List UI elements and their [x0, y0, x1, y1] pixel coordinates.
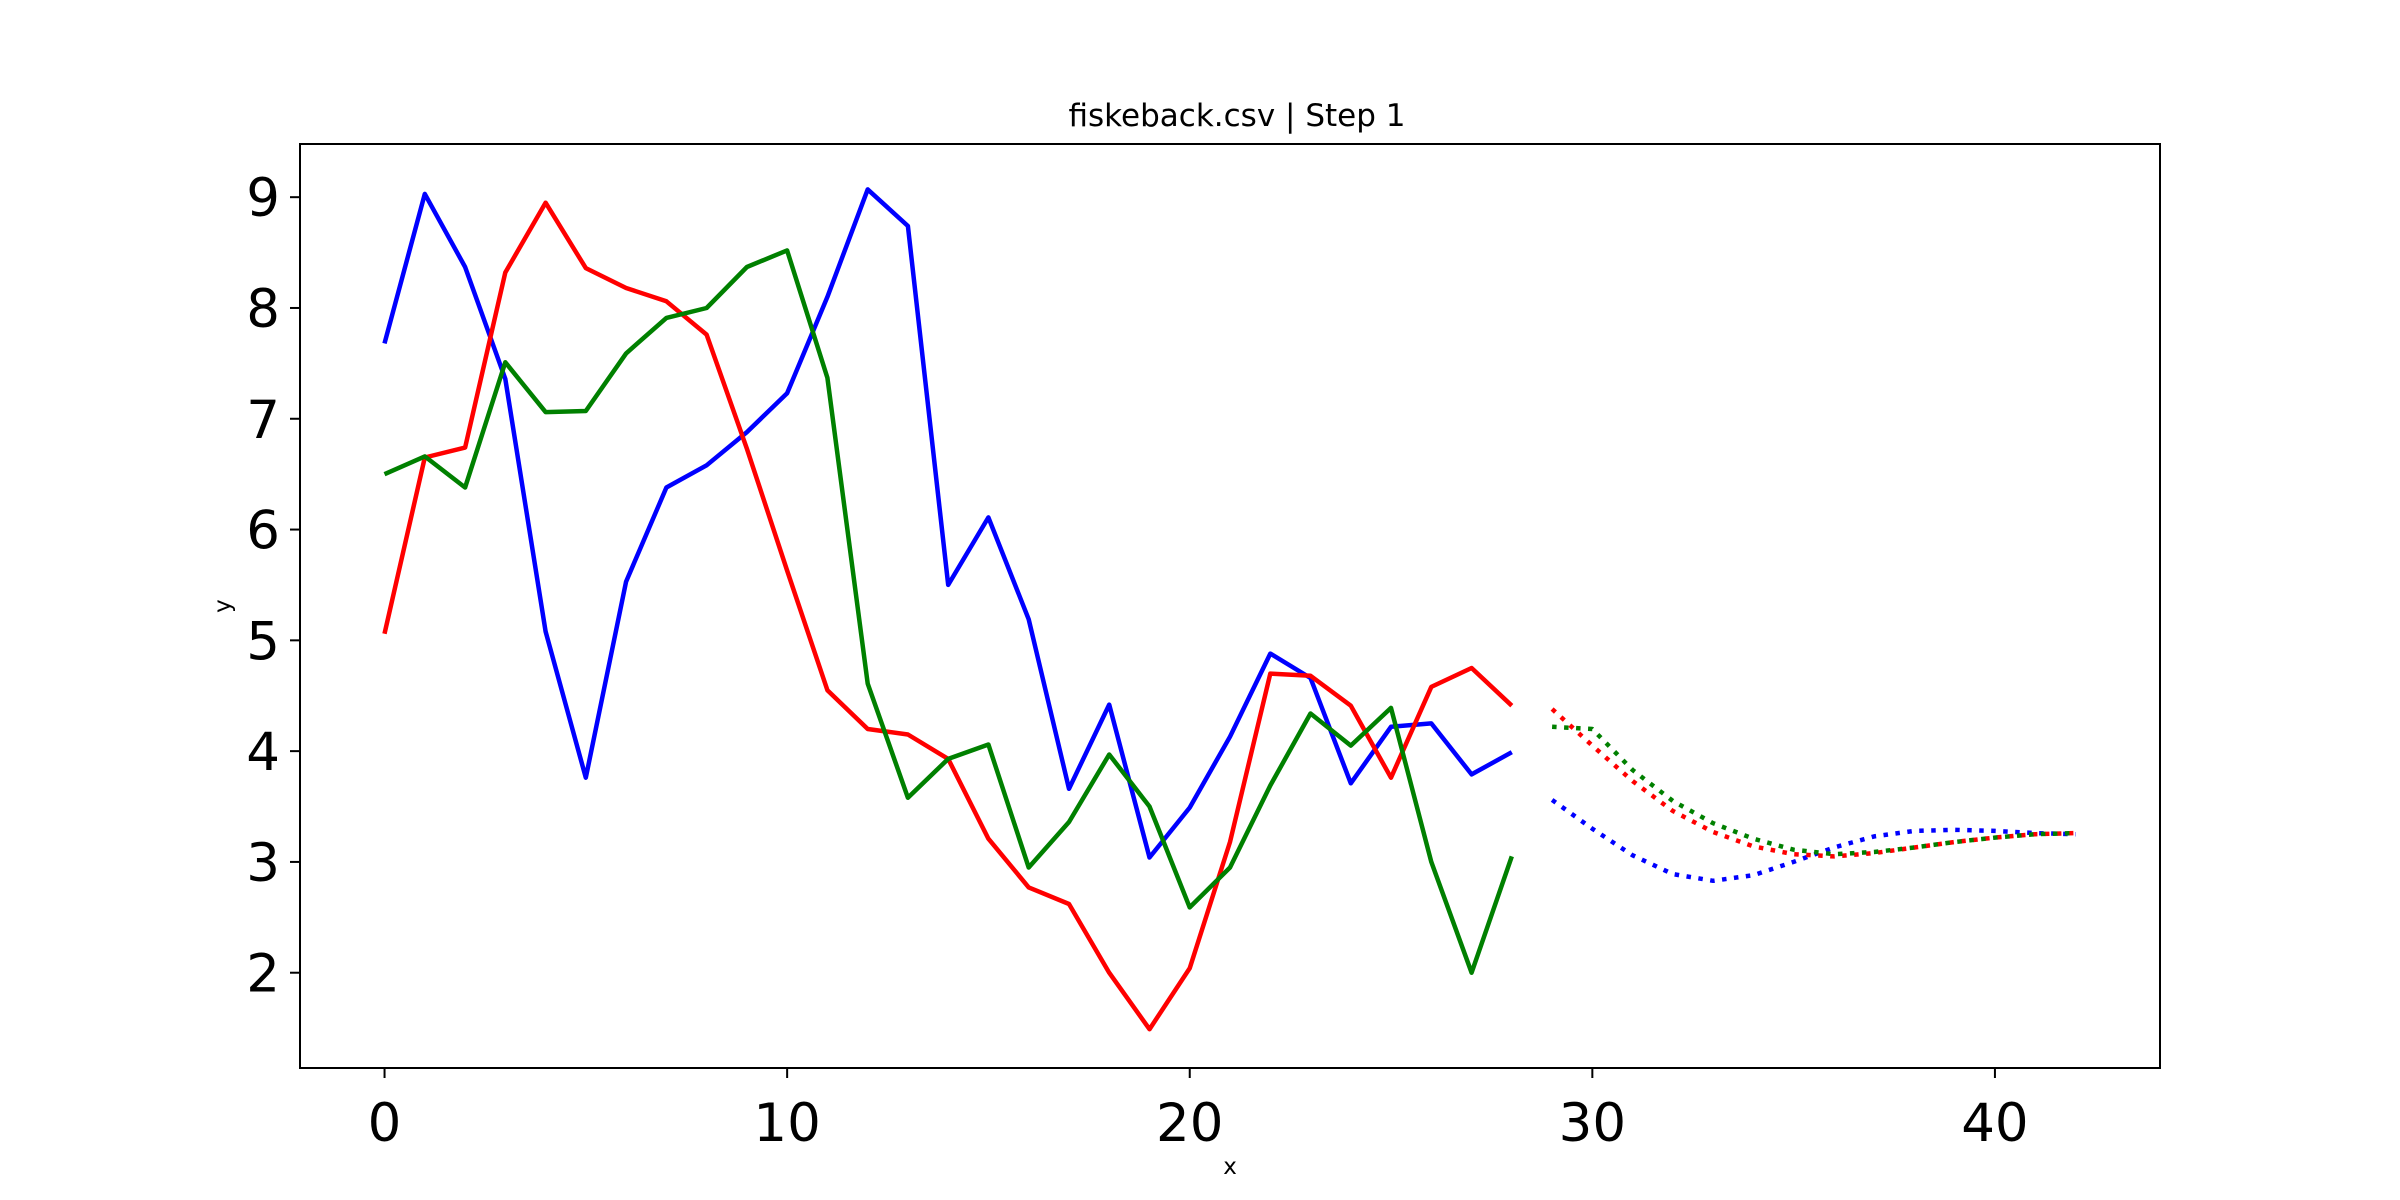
- y-axis-label: y: [210, 599, 236, 613]
- series-line-4-forecast: [1550, 707, 2076, 859]
- x-tick-label: 40: [1961, 1093, 2028, 1154]
- y-tick-label: 6: [246, 501, 280, 562]
- y-tick-label: 3: [246, 833, 280, 894]
- x-tick-label: 0: [368, 1093, 402, 1154]
- x-tick-label: 10: [753, 1093, 820, 1154]
- series-lines: [382, 187, 2076, 1032]
- series-line-2: [383, 248, 1514, 975]
- chart-title: fiskeback.csv | Step 1: [1069, 98, 1406, 134]
- y-tick-label: 7: [246, 390, 280, 451]
- plot-frame: [299, 143, 2161, 1069]
- series-line-0: [382, 187, 1513, 860]
- x-axis: 0 10 20 30 40: [368, 1068, 2029, 1154]
- y-tick-label: 9: [246, 168, 280, 229]
- y-tick-label: 2: [246, 944, 280, 1005]
- x-tick-label: 30: [1559, 1093, 1626, 1154]
- x-tick-label: 20: [1156, 1093, 1223, 1154]
- y-tick-label: 5: [246, 611, 280, 672]
- y-tick-label: 4: [246, 722, 280, 783]
- x-axis-label: x: [1223, 1154, 1237, 1180]
- y-axis: 2 3 4 5 6 7 8 9: [246, 168, 300, 1005]
- y-tick-label: 8: [246, 279, 280, 340]
